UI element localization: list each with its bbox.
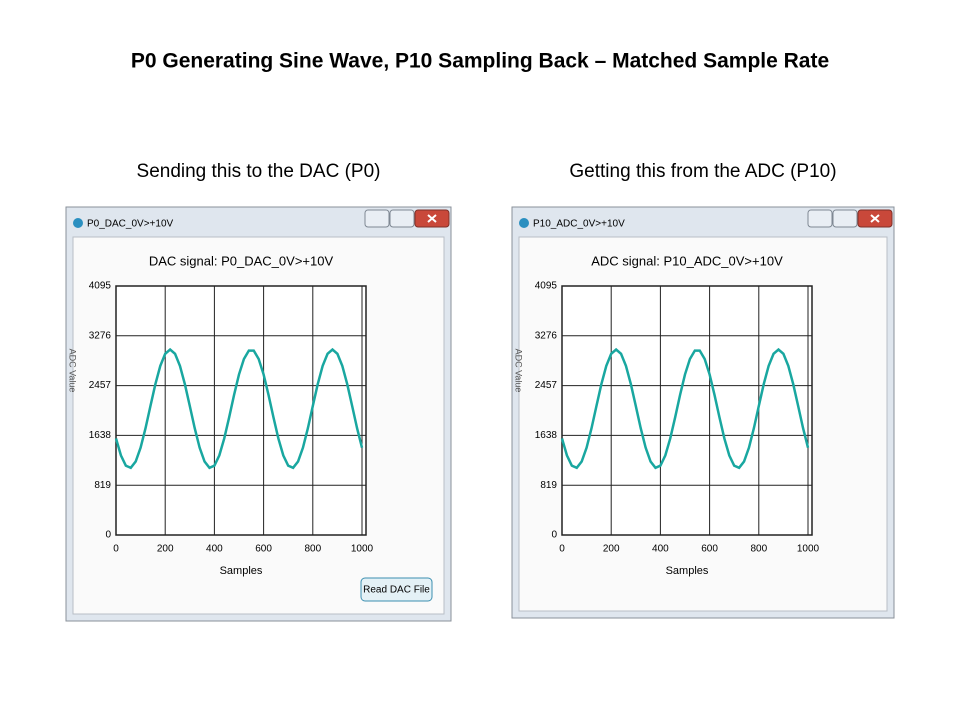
window-title: P10_ADC_0V>+10V: [533, 219, 625, 230]
y-axis-label: ADC Value: [514, 349, 524, 393]
maximize-button[interactable]: [389, 209, 415, 228]
y-tick-label: 3276: [535, 330, 558, 341]
close-icon: [427, 214, 437, 223]
data-line: [560, 347, 810, 470]
app-window: P0_DAC_0V>+10V DAC signal: P0_DAC_0V>+10V…: [65, 206, 452, 622]
x-tick-label: 800: [304, 544, 321, 555]
app-icon: [519, 218, 529, 228]
plot-area: [115, 285, 367, 536]
read-file-button[interactable]: [360, 577, 433, 602]
x-tick-label: 600: [701, 544, 718, 555]
y-tick-label: 4095: [89, 281, 112, 292]
y-tick-label: 2457: [89, 380, 112, 391]
x-tick-label: 800: [750, 544, 767, 555]
y-tick-label: 819: [94, 480, 111, 491]
y-tick-label: 819: [540, 480, 557, 491]
x-tick-label: 200: [603, 544, 620, 555]
plot-area: [561, 285, 813, 536]
y-tick-label: 2457: [535, 380, 558, 391]
read-file-button-label[interactable]: Read DAC File: [363, 585, 430, 596]
y-tick-label: 3276: [89, 330, 112, 341]
y-tick-label: 0: [105, 530, 111, 541]
chart-title: DAC signal: P0_DAC_0V>+10V: [149, 253, 334, 268]
x-tick-label: 1000: [797, 544, 820, 555]
x-tick-label: 1000: [351, 544, 374, 555]
x-axis-label: Samples: [220, 565, 263, 577]
x-tick-label: 600: [255, 544, 272, 555]
y-tick-label: 0: [551, 530, 557, 541]
y-axis-label: ADC Value: [68, 349, 78, 393]
chart-title: ADC signal: P10_ADC_0V>+10V: [591, 253, 783, 268]
slide-title: P0 Generating Sine Wave, P10 Sampling Ba…: [131, 50, 829, 73]
window-title: P0_DAC_0V>+10V: [87, 219, 174, 230]
x-tick-label: 200: [157, 544, 174, 555]
y-tick-label: 1638: [89, 430, 112, 441]
y-tick-label: 1638: [535, 430, 558, 441]
x-tick-label: 0: [113, 544, 119, 555]
minimize-button[interactable]: [807, 209, 833, 228]
app-icon: [73, 218, 83, 228]
close-icon: [870, 214, 880, 223]
x-tick-label: 400: [652, 544, 669, 555]
maximize-button[interactable]: [832, 209, 858, 228]
data-line: [114, 347, 364, 470]
panel-caption: Sending this to the DAC (P0): [137, 161, 381, 182]
panel-caption: Getting this from the ADC (P10): [569, 161, 836, 182]
x-tick-label: 400: [206, 544, 223, 555]
app-window: P10_ADC_0V>+10V ADC signal: P10_ADC_0V>+1…: [511, 206, 895, 619]
y-tick-label: 4095: [535, 281, 558, 292]
x-axis-label: Samples: [666, 565, 709, 577]
x-tick-label: 0: [559, 544, 565, 555]
minimize-button[interactable]: [364, 209, 390, 228]
